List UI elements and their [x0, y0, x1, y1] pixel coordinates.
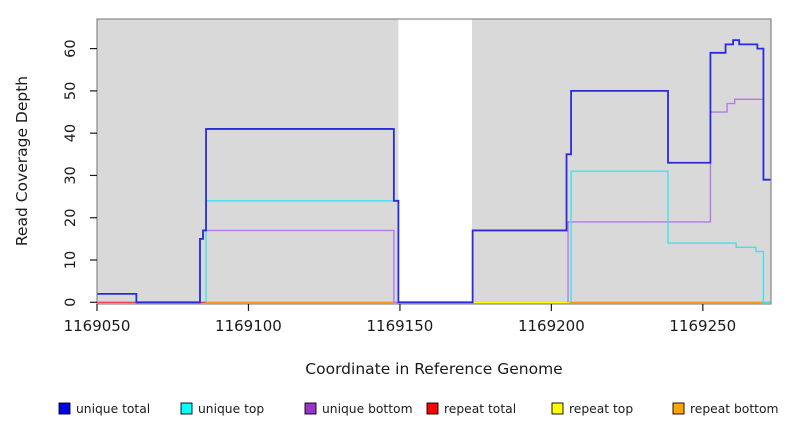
- legend-label-unique-top: unique top: [198, 402, 264, 416]
- legend-swatch-unique-top: [180, 402, 193, 415]
- shaded-repeat-regions: [97, 19, 771, 304]
- plot-border-box: [96, 18, 772, 305]
- x-axis-title: Coordinate in Reference Genome: [305, 360, 562, 378]
- repeat-region-left: [97, 19, 399, 304]
- legend-label-unique-total: unique total: [76, 402, 150, 416]
- coverage-series-lines: [97, 39, 771, 304]
- y-tick-label: 30: [63, 166, 79, 184]
- legend-swatch-repeat-total: [426, 402, 439, 415]
- y-tick-label: 50: [63, 82, 79, 100]
- legend-label-repeat-top: repeat top: [569, 402, 633, 416]
- series-line-unique-total: [97, 39, 771, 304]
- legend-swatch-repeat-top: [551, 402, 564, 415]
- y-axis: 0 10 20 30 40 50 60: [63, 39, 97, 307]
- y-tick-label: 60: [63, 39, 79, 57]
- x-tick-label: 1169100: [215, 317, 282, 335]
- y-axis-title: Read Coverage Depth: [13, 76, 31, 246]
- y-tick-label: 10: [63, 251, 79, 269]
- legend-swatch-repeat-bottom: [672, 402, 685, 415]
- legend-swatch-unique-bottom: [304, 402, 317, 415]
- legend-swatch-unique-total: [58, 402, 71, 415]
- x-axis: 1169050 1169100 1169150 1169200 1169250: [64, 304, 736, 335]
- legend: unique total unique top unique bottom repea…: [58, 402, 778, 416]
- repeat-region-right: [472, 19, 771, 304]
- x-tick-label: 1169050: [64, 317, 131, 335]
- y-tick-label: 0: [63, 298, 79, 307]
- x-tick-label: 1169200: [518, 317, 585, 335]
- legend-label-repeat-total: repeat total: [444, 402, 516, 416]
- x-tick-label: 1169250: [669, 317, 736, 335]
- legend-label-repeat-bottom: repeat bottom: [690, 402, 778, 416]
- legend-label-unique-bottom: unique bottom: [322, 402, 413, 416]
- series-line-unique-top: [570, 170, 771, 303]
- x-tick-label: 1169150: [367, 317, 434, 335]
- y-tick-label: 20: [63, 209, 79, 227]
- y-tick-label: 40: [63, 124, 79, 142]
